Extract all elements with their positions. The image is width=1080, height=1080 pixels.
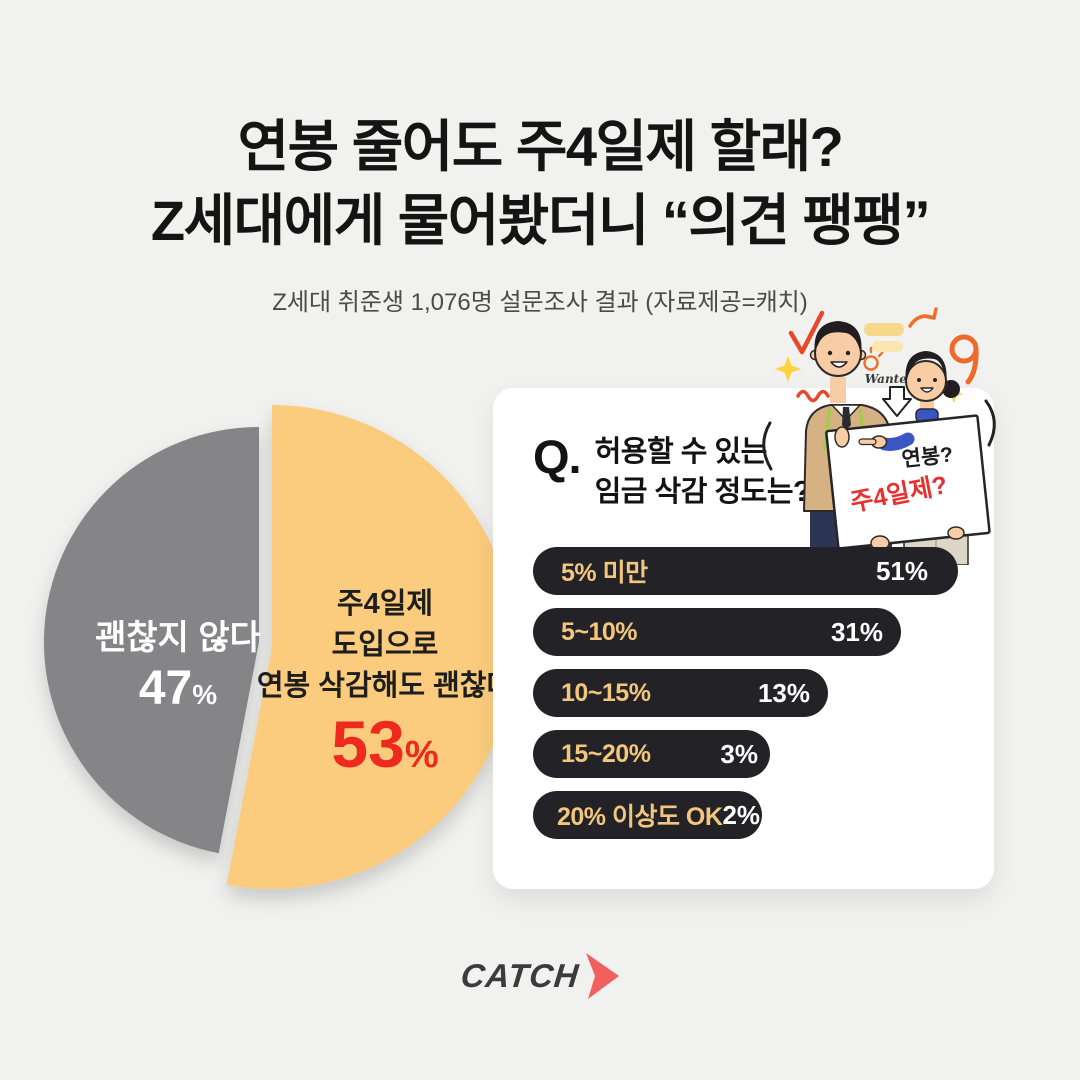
question-line-1: 허용할 수 있는	[594, 436, 768, 468]
bar-value: 51%	[875, 555, 928, 586]
bar-chart: 5% 미만 51% 5~10% 31% 10~15% 13% 15~20% 3%…	[533, 547, 958, 852]
survey-subtitle: Z세대 취준생 1,076명 설문조사 결과 (자료제공=캐치)	[272, 289, 808, 316]
question-q-mark: Q.	[533, 430, 582, 483]
question-line-2: 임금 삭감 정도는?	[594, 476, 811, 508]
wanted-text: Wanted	[865, 372, 916, 386]
bar-value: 13%	[757, 677, 810, 708]
pie-yes-value: 53%	[331, 707, 439, 781]
catch-logo-arrow-icon	[586, 953, 620, 999]
woman-hand	[947, 526, 965, 540]
question-text: 허용할 수 있는 임금 삭감 정도는?	[595, 432, 811, 512]
pie-no-text: 괜찮지 않다	[95, 619, 261, 657]
pie-label-yes: 주4일제 도입으로 연봉 삭감해도 괜찮다 53%	[235, 584, 535, 792]
bar-value: 3%	[720, 738, 758, 769]
bar-label: 10~15%	[561, 678, 651, 707]
bar-value: 2%	[722, 799, 761, 830]
bar-label: 20% 이상도 OK	[557, 803, 723, 831]
pie-yes-line-3: 연봉 삭감해도 괜찮다	[256, 670, 514, 702]
paren-doodle-icon	[984, 399, 996, 447]
people-illustration: Wanted	[762, 307, 996, 565]
speech-bubble-icon	[872, 341, 903, 352]
nine-doodle-icon	[949, 334, 979, 385]
woman-pointing-hand	[858, 432, 915, 451]
pie-slice-no	[43, 427, 260, 854]
squiggle-doodle-icon	[796, 389, 830, 403]
pie-slice-yes	[226, 405, 515, 889]
check-doodle-icon	[788, 310, 825, 355]
sign-text-salary: 연봉?	[901, 443, 955, 471]
sign-board: 연봉? 주4일제?	[825, 414, 991, 550]
curved-arrow-doodle-icon	[908, 307, 938, 328]
down-arrow-icon	[882, 386, 912, 417]
catch-logo-text: CATCH	[459, 957, 582, 994]
bar-row: 15~20% 3%	[533, 730, 770, 778]
catch-logo: CATCH	[0, 948, 1080, 1004]
bar-row: 5~10% 31%	[533, 608, 901, 656]
bar-row: 5% 미만 51%	[533, 547, 958, 595]
question-block: Q. 허용할 수 있는 임금 삭감 정도는?	[533, 430, 811, 512]
bar-value: 31%	[830, 616, 883, 647]
star-doodle-icon	[775, 356, 801, 382]
pie-yes-line-1: 주4일제	[336, 588, 434, 620]
title-line-1: 연봉 줄어도 주4일제 할래?	[237, 115, 844, 178]
man-hand	[834, 426, 850, 448]
bar-row: 20% 이상도 OK 2%	[533, 791, 762, 839]
bar-label: 5~10%	[561, 617, 638, 646]
speech-bubble-icon	[864, 323, 904, 336]
pie-label-no: 괜찮지 않다 47%	[58, 610, 298, 725]
bar-label: 5% 미만	[561, 559, 648, 587]
pie-no-value: 47%	[138, 662, 218, 715]
pie-chart	[43, 405, 515, 889]
pie-yes-line-2: 도입으로	[331, 629, 439, 661]
bar-label: 15~20%	[561, 739, 651, 768]
title-line-2: Z세대에게 물어봤더니 “의견 팽팽”	[150, 189, 931, 252]
bar-row: 10~15% 13%	[533, 669, 828, 717]
paren-doodle-icon	[762, 421, 773, 471]
page-title: 연봉 줄어도 주4일제 할래? Z세대에게 물어봤더니 “의견 팽팽”	[0, 110, 1080, 258]
